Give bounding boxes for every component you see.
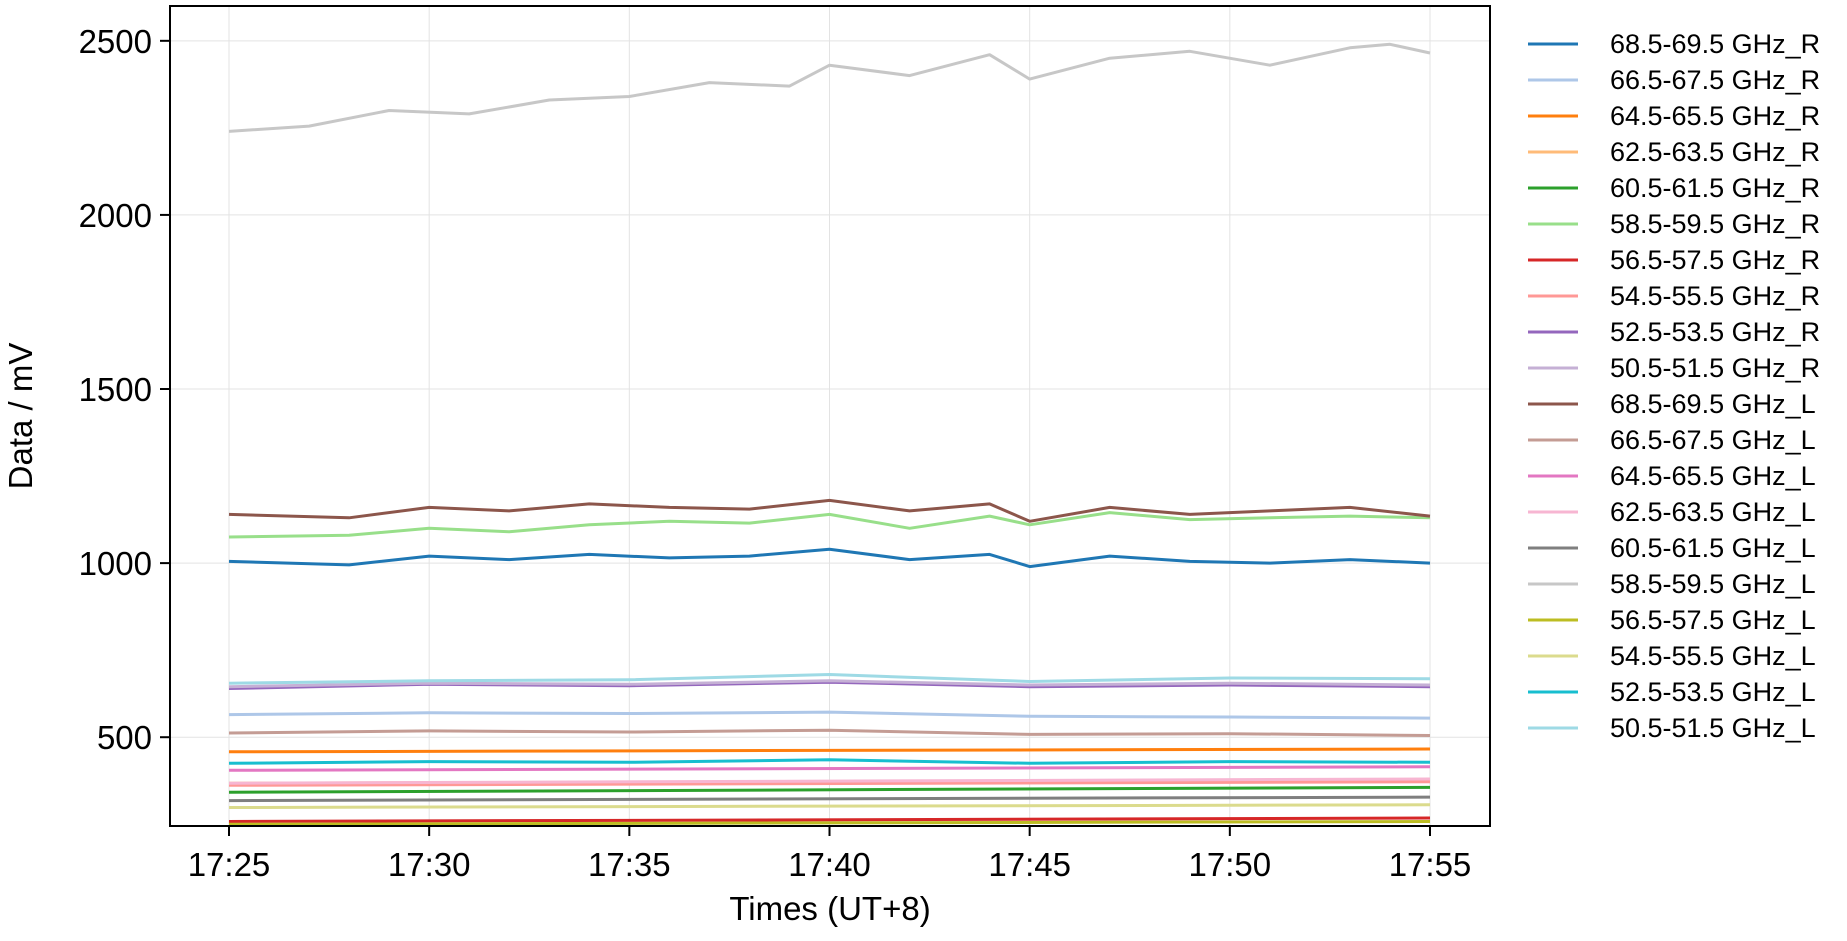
y-tick-label: 500 [97,719,152,756]
series-line-9 [228,679,1431,689]
legend-label: 66.5-67.5 GHz_R [1610,65,1820,95]
legend-label: 56.5-57.5 GHz_L [1610,605,1816,635]
series-line-7 [228,780,1431,787]
legend-label: 52.5-53.5 GHz_L [1610,677,1816,707]
x-tick-label: 17:30 [388,846,471,883]
series-line-16 [228,820,1431,826]
legend-label: 50.5-51.5 GHz_R [1610,353,1820,383]
y-tick-label: 1000 [79,545,152,582]
series-line-15 [228,42,1431,133]
legend-label: 58.5-59.5 GHz_R [1610,209,1820,239]
legend-label: 58.5-59.5 GHz_L [1610,569,1816,599]
series-line-4 [228,785,1431,794]
series-line-6 [228,816,1431,823]
legend-label: 56.5-57.5 GHz_R [1610,245,1820,275]
legend-label: 60.5-61.5 GHz_L [1610,533,1816,563]
series-line-2 [228,747,1431,754]
series-line-18 [228,758,1431,765]
legend-label: 62.5-63.5 GHz_L [1610,497,1816,527]
legend-label: 54.5-55.5 GHz_L [1610,641,1816,671]
legend: 68.5-69.5 GHz_R 66.5-67.5 GHz_R 64.5-65.5 … [1528,29,1820,743]
series-line-0 [228,547,1431,569]
series-line-17 [228,803,1431,809]
series-line-19 [228,673,1431,685]
series-line-5 [228,511,1431,539]
legend-label: 64.5-65.5 GHz_L [1610,461,1816,491]
y-tick-label: 2500 [79,23,152,60]
y-tick-label: 1500 [79,371,152,408]
series-line-14 [228,795,1431,803]
series-line-13 [228,777,1431,785]
x-tick-label: 17:40 [788,846,871,883]
series-line-10 [228,498,1431,523]
x-tick-label: 17:35 [588,846,671,883]
x-tick-label: 17:45 [988,846,1071,883]
legend-label: 66.5-67.5 GHz_L [1610,425,1816,455]
series-lines [228,42,1431,826]
legend-label: 60.5-61.5 GHz_R [1610,173,1820,203]
series-line-11 [228,728,1431,737]
legend-label: 50.5-51.5 GHz_L [1610,713,1816,743]
x-tick-label: 17:25 [188,846,271,883]
axis-ticks: 17:25 17:30 17:35 17:40 17:45 17:50 17:55 500 10… [79,23,1472,883]
x-tick-label: 17:55 [1389,846,1472,883]
legend-label: 54.5-55.5 GHz_R [1610,281,1820,311]
series-line-1 [228,710,1431,720]
legend-label: 68.5-69.5 GHz_R [1610,29,1820,59]
grid [170,6,1490,826]
legend-label: 64.5-65.5 GHz_R [1610,101,1820,131]
y-tick-label: 2000 [79,197,152,234]
legend-label: 68.5-69.5 GHz_L [1610,389,1816,419]
x-tick-label: 17:50 [1189,846,1272,883]
x-axis-label: Times (UT+8) [729,890,930,927]
legend-label: 62.5-63.5 GHz_R [1610,137,1820,167]
y-axis-label: Data / mV [2,343,39,490]
legend-label: 52.5-53.5 GHz_R [1610,317,1820,347]
series-line-12 [228,765,1431,772]
